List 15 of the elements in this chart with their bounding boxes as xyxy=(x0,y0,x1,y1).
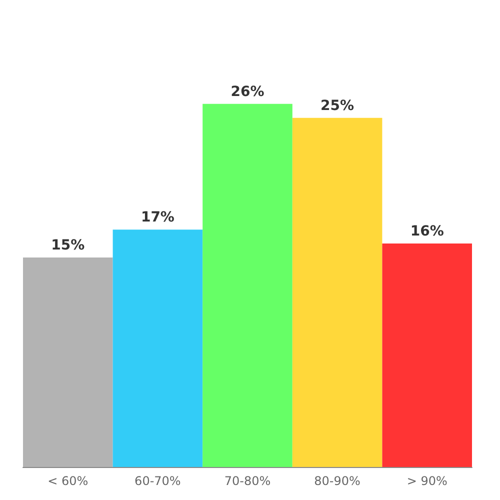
bar xyxy=(202,104,292,467)
data-label: 26% xyxy=(230,84,264,100)
bar xyxy=(382,244,472,467)
bar xyxy=(23,258,113,467)
x-tick-label: 70-80% xyxy=(224,474,271,488)
bar xyxy=(292,118,382,467)
x-tick-label: < 60% xyxy=(48,474,88,488)
data-label: 15% xyxy=(51,238,85,254)
bar xyxy=(112,230,203,467)
x-tick-label: 60-70% xyxy=(134,474,181,488)
x-tick-label: > 90% xyxy=(406,474,448,488)
data-label: 17% xyxy=(140,210,174,226)
data-label: 25% xyxy=(320,98,354,114)
data-label: 16% xyxy=(410,224,444,240)
x-tick-label: 80-90% xyxy=(314,474,360,488)
